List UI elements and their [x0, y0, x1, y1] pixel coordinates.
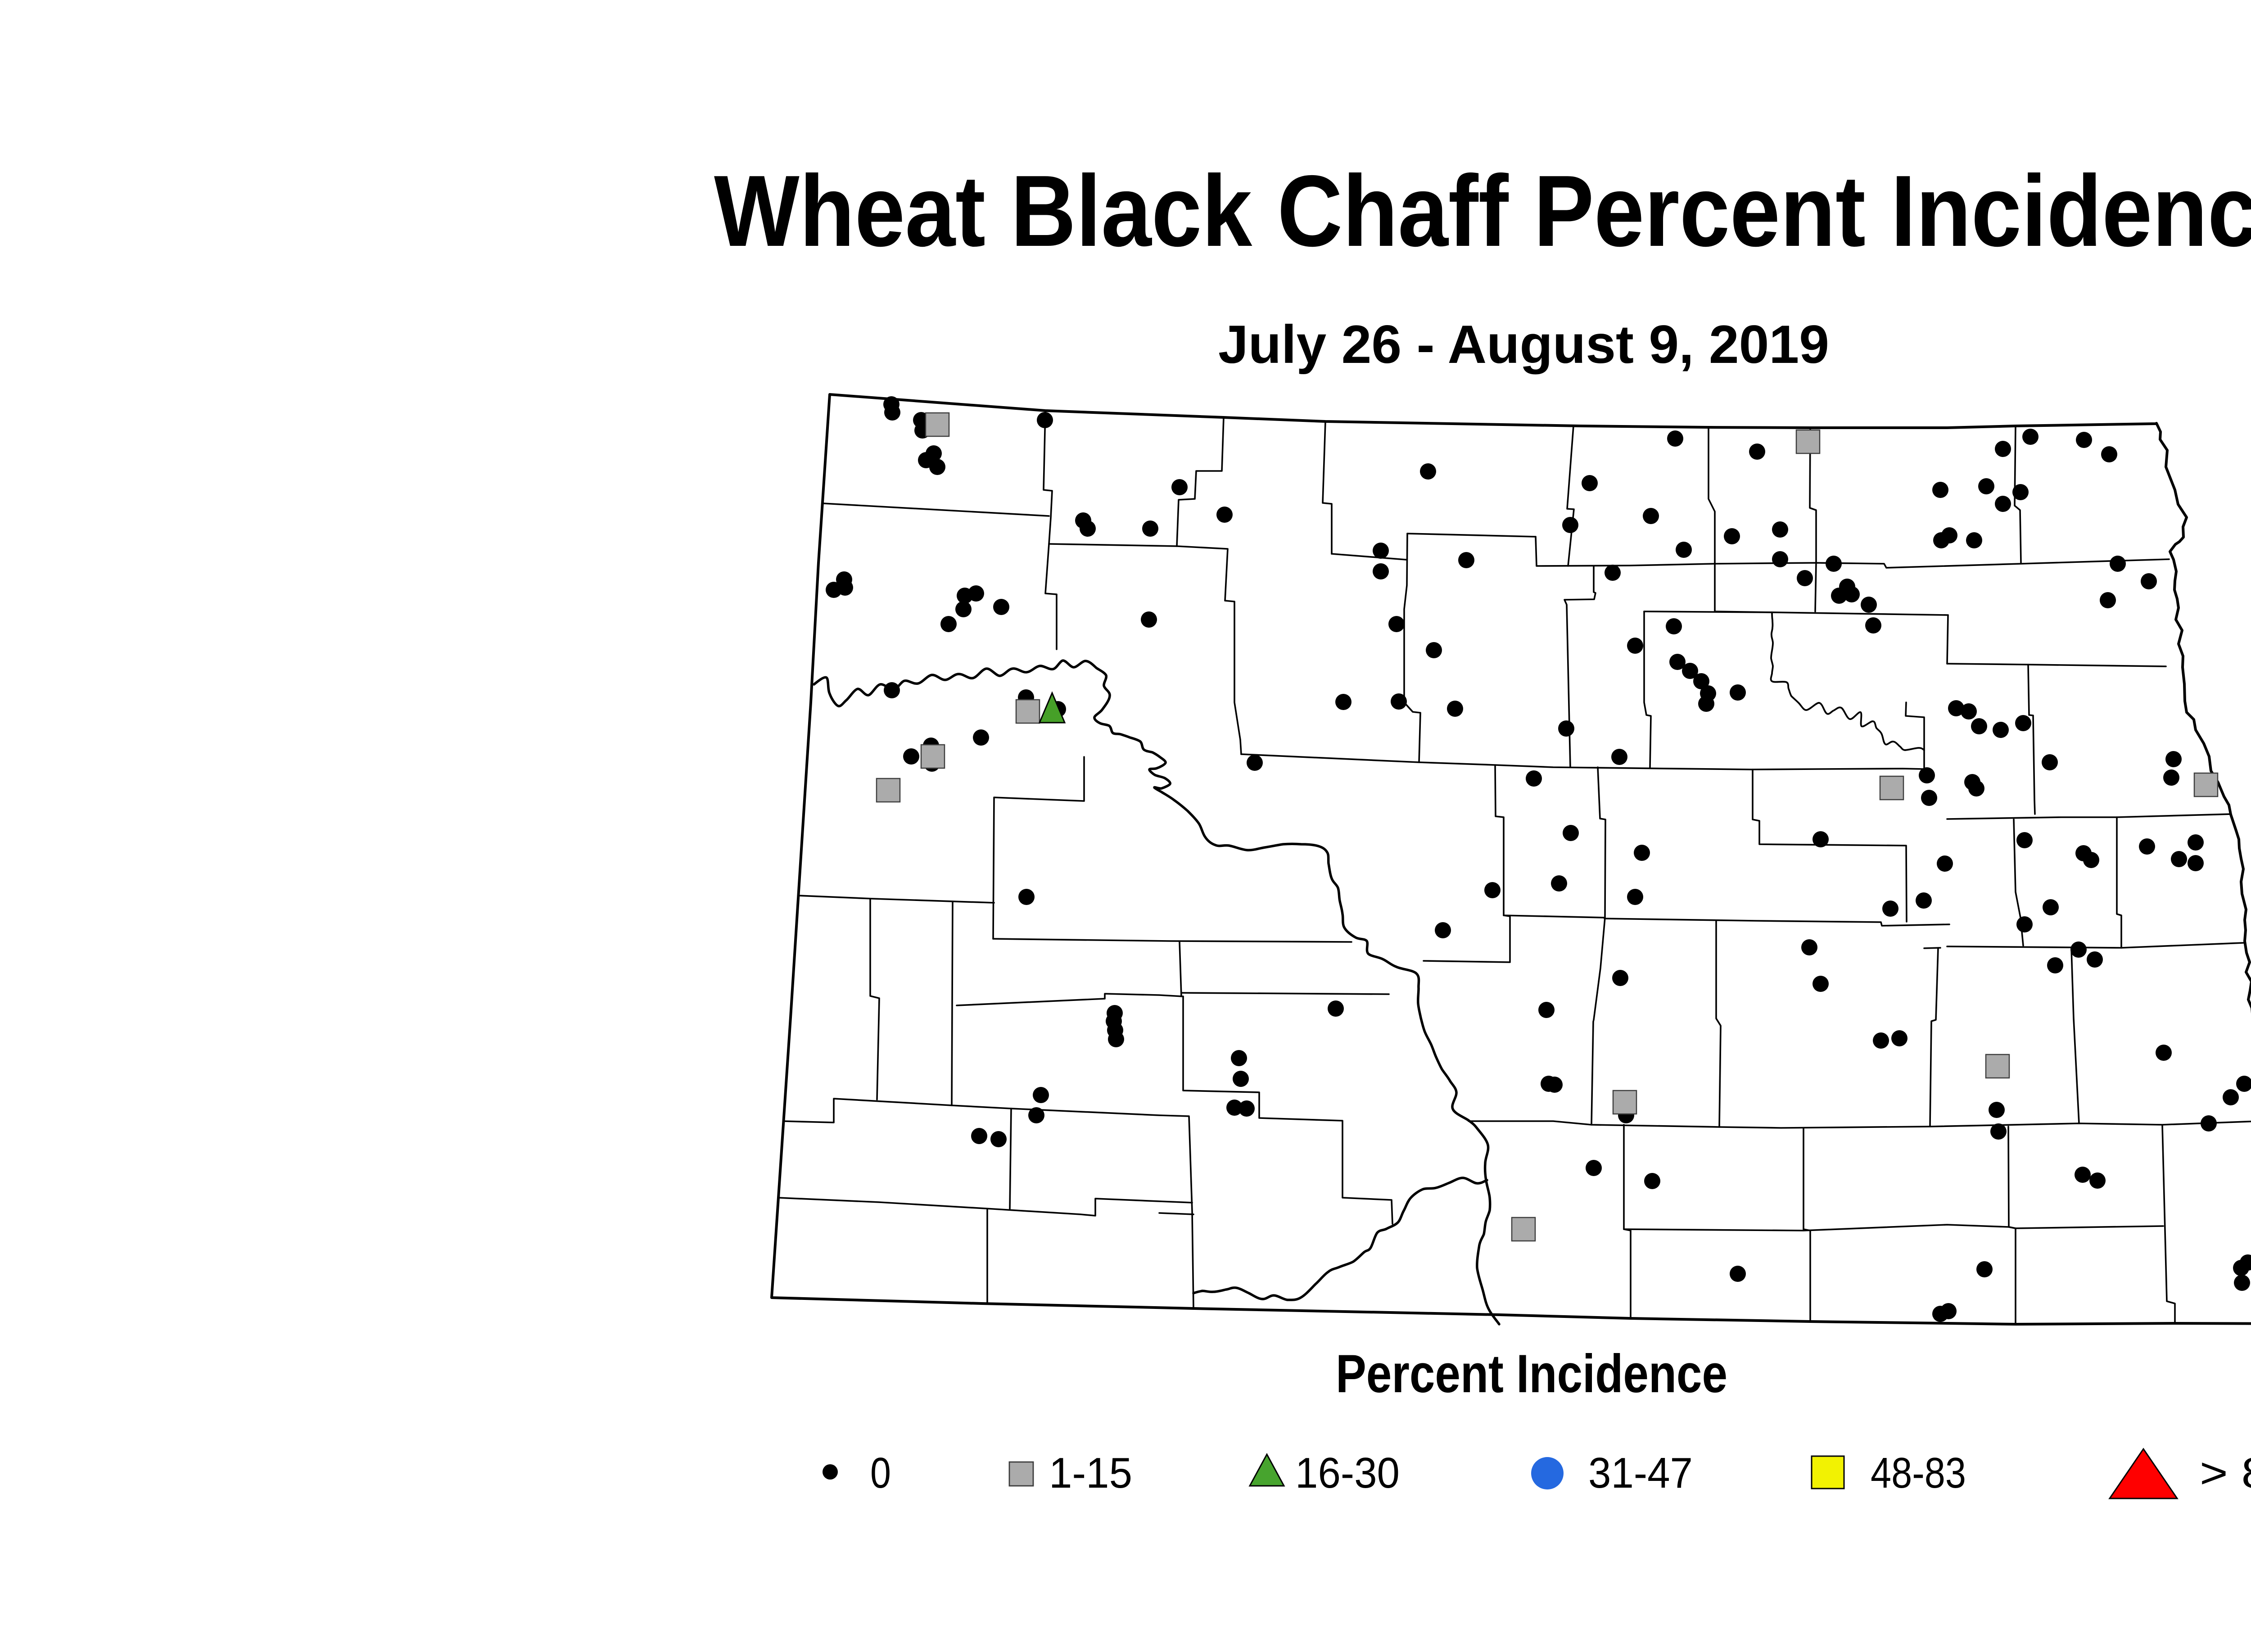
svg-text:16-30: 16-30 — [1295, 1449, 1400, 1497]
svg-text:July 26 - August 9, 2019: July 26 - August 9, 2019 — [1218, 314, 1829, 375]
svg-text:31-47: 31-47 — [1588, 1449, 1693, 1497]
svg-text:48-83: 48-83 — [1871, 1449, 1966, 1497]
svg-text:Wheat Black Chaff Percent Inci: Wheat Black Chaff Percent Incidence — [714, 154, 2251, 267]
svg-text:1-15: 1-15 — [1049, 1449, 1132, 1497]
svg-text:0: 0 — [870, 1449, 891, 1497]
svg-text:> 83: > 83 — [2200, 1449, 2251, 1497]
svg-text:Percent Incidence: Percent Incidence — [1336, 1344, 1727, 1404]
